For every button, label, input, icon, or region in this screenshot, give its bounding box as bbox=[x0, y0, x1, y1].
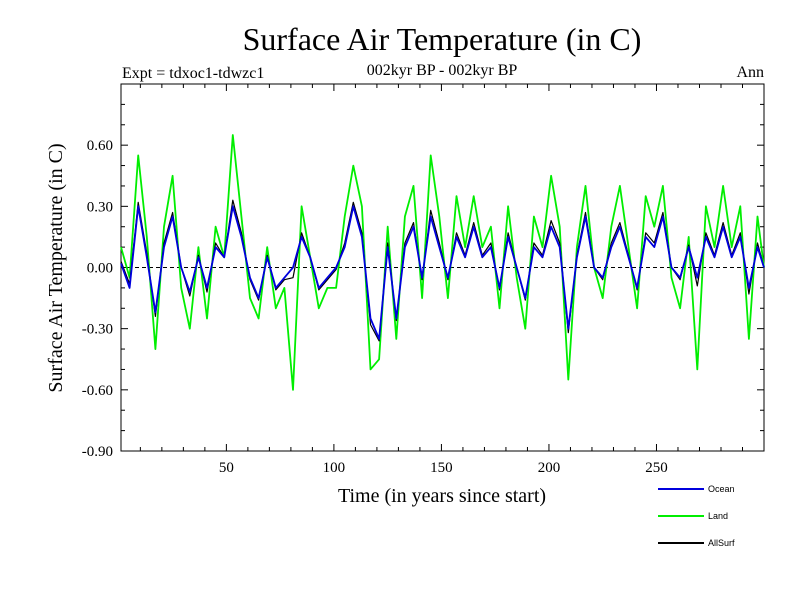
chart-subtitle: 002kyr BP - 002kyr BP bbox=[367, 62, 518, 79]
y-tick-labels: -0.90 -0.60 -0.30 0.00 0.30 0.60 bbox=[82, 138, 113, 460]
legend: Ocean Land AllSurf bbox=[658, 484, 735, 548]
y-tick-label: -0.90 bbox=[82, 444, 113, 460]
legend-label-ocean: Ocean bbox=[708, 484, 735, 494]
series-lines bbox=[120, 134, 765, 391]
series-line-allsurf bbox=[120, 199, 765, 342]
x-tick-label: 50 bbox=[219, 460, 234, 476]
experiment-label: Expt = tdxoc1-tdwzc1 bbox=[122, 65, 264, 82]
x-tick-label: 100 bbox=[323, 460, 346, 476]
season-label: Ann bbox=[736, 64, 764, 81]
chart-title: Surface Air Temperature (in C) bbox=[243, 21, 642, 57]
y-tick-label: -0.30 bbox=[82, 322, 113, 338]
x-tick-labels: 50 100 150 200 250 bbox=[219, 460, 668, 476]
x-tick-label: 250 bbox=[645, 460, 668, 476]
legend-label-allsurf: AllSurf bbox=[708, 538, 735, 548]
legend-label-land: Land bbox=[708, 511, 728, 521]
y-tick-label: 0.30 bbox=[87, 199, 113, 215]
y-tick-label: 0.60 bbox=[87, 138, 113, 154]
series-line-land bbox=[120, 134, 765, 391]
axis-ticks bbox=[121, 83, 765, 452]
series-line-ocean bbox=[120, 205, 765, 340]
y-tick-label: -0.60 bbox=[82, 383, 113, 399]
y-axis-label: Surface Air Temperature (in C) bbox=[45, 143, 67, 392]
y-tick-label: 0.00 bbox=[87, 261, 113, 277]
x-tick-label: 150 bbox=[430, 460, 453, 476]
x-axis-label: Time (in years since start) bbox=[338, 485, 546, 507]
x-tick-label: 200 bbox=[538, 460, 561, 476]
